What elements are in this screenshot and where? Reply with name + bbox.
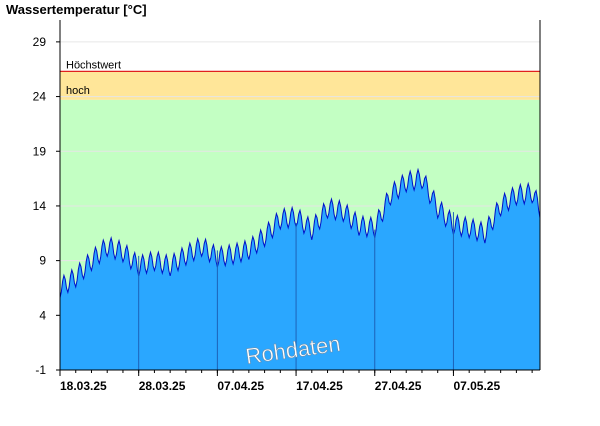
y-axis-ticks: 29 24 19 14 9 4 -1 — [33, 35, 60, 377]
x-tick-label-5: 07.05.25 — [453, 379, 500, 393]
x-tick-label-1: 28.03.25 — [139, 379, 186, 393]
y-tick-label-2: 19 — [33, 144, 47, 158]
band-hoch — [60, 71, 540, 100]
chart-title: Wassertemperatur [°C] — [6, 2, 147, 17]
axes — [59, 20, 541, 371]
x-tick-label-4: 27.04.25 — [375, 379, 422, 393]
hoch-label: hoch — [66, 85, 90, 97]
y-tick-label-3: 14 — [33, 199, 47, 213]
temperature-area — [59, 167, 541, 370]
band-labels: Höchstwert hoch — [66, 59, 121, 96]
y-tick-label-5: 4 — [39, 308, 46, 322]
y-tick-label-0: 29 — [33, 35, 47, 49]
x-axis-ticks: 18.03.25 28.03.25 07.04.25 17.04.25 27.04.25… — [59, 370, 533, 393]
x-tick-label-3: 17.04.25 — [296, 379, 343, 393]
hoechstwert-label: Höchstwert — [66, 59, 121, 71]
y-tick-label-1: 24 — [33, 90, 47, 104]
x-tick-label-0: 18.03.25 — [60, 379, 107, 393]
week-divider-lines — [138, 212, 454, 370]
y-tick-label-6: -1 — [35, 363, 46, 377]
temperature-line — [59, 167, 541, 298]
y-tick-label-4: 9 — [39, 254, 46, 268]
x-tick-label-2: 07.04.25 — [217, 379, 264, 393]
temperature-fill — [60, 169, 540, 370]
